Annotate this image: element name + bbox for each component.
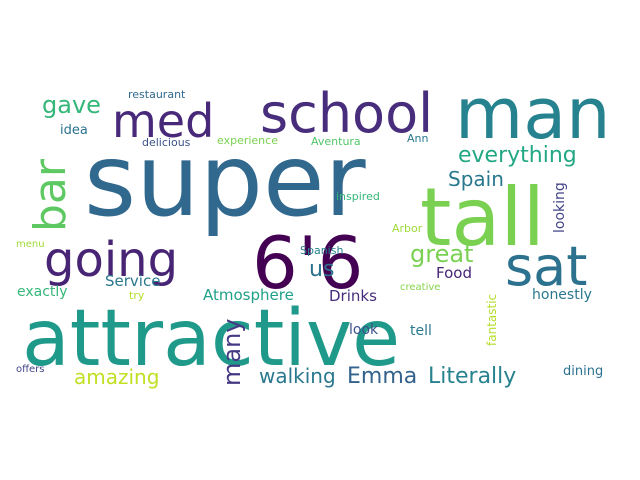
word-creative: creative [400,282,440,293]
word-cloud-words: super attractive man tall 6'6 school med going s… [16,73,610,389]
word-6-6: 6'6 [252,221,363,305]
word-try: try [129,289,145,302]
word-school: school [260,82,433,145]
word-inspired: inspired [336,190,380,203]
word-ann: Ann [407,132,428,145]
word-emma: Emma [347,364,417,389]
word-bar: bar [25,158,76,232]
word-arbor: Arbor [392,222,423,235]
word-many: many [218,319,246,387]
word-tell: tell [410,323,432,339]
word-super: super [84,122,366,239]
word-honestly: honestly [532,287,592,303]
word-spanish: Spanish [300,244,343,257]
word-amazing: amazing [74,365,159,389]
word-tall: tall [420,171,545,264]
word-aventura: Aventura [311,135,361,148]
word-dining: dining [563,364,603,379]
word-great: great [410,240,473,268]
word-menu: menu [16,239,45,250]
word-walking: walking [259,364,336,388]
word-going: going [44,232,178,288]
word-everything: everything [458,143,577,168]
word-offers: offers [16,364,44,375]
word-gave: gave [42,91,101,119]
word-looking: looking [552,182,568,233]
word-drinks: Drinks [329,287,377,305]
word-exactly: exactly [17,284,68,300]
word-man: man [455,73,610,155]
word-spain: Spain [448,167,504,191]
word-atmosphere: Atmosphere [203,286,294,304]
word-literally: Literally [428,364,516,389]
word-look: look [349,322,379,338]
word-service: Service [105,272,160,290]
word-experience: experience [217,134,278,147]
word-delicious: delicious [142,136,191,149]
word-us: us [309,257,334,282]
word-fantastic: fantastic [485,294,499,346]
word-restaurant: restaurant [128,88,186,101]
word-idea: idea [60,123,88,138]
word-med: med [112,94,214,148]
word-attractive: attractive [22,294,400,384]
word-food: Food [436,264,472,282]
word-sat: sat [505,235,587,298]
